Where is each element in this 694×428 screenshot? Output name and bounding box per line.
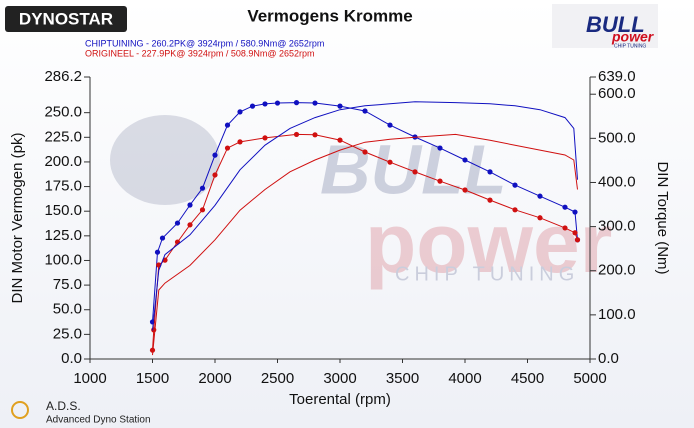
data-point <box>537 215 543 221</box>
data-point <box>199 207 206 213</box>
data-point <box>512 207 518 213</box>
ads-logo <box>11 401 29 419</box>
y2-tick-label: 0.0 <box>598 350 619 367</box>
y-tick-label: 50.0 <box>53 301 82 318</box>
data-point <box>487 197 493 203</box>
x-tick-label: 1000 <box>73 370 106 387</box>
data-point <box>574 237 581 243</box>
data-point <box>187 222 193 228</box>
data-point <box>174 220 181 226</box>
y-tick-label: 225.0 <box>44 128 82 145</box>
data-point <box>224 145 231 151</box>
data-point <box>362 108 368 114</box>
data-point <box>159 235 166 241</box>
series-line <box>152 102 578 322</box>
y2-tick-label: 500.0 <box>598 129 636 146</box>
y-tick-label: 175.0 <box>44 178 82 195</box>
y2-axis-label: DIN Torque (Nm) <box>654 161 671 274</box>
bull-logo-text: BULL <box>586 12 645 37</box>
watermark: BULL power CHIP TUNING <box>110 115 612 290</box>
watermark-bull <box>110 115 220 205</box>
x-tick-label: 2000 <box>198 370 231 387</box>
data-point <box>387 122 393 128</box>
y-tick-label: 150.0 <box>44 202 82 219</box>
watermark-bull-text: BULL <box>320 130 507 208</box>
data-point <box>572 230 578 236</box>
data-point <box>293 100 300 106</box>
data-point <box>487 169 493 175</box>
data-point <box>237 109 243 115</box>
y-tick-label: 200.0 <box>44 153 82 170</box>
legend-entry: ORIGINEEL - 227.9PK@ 3924rpm / 508.9Nm@ … <box>85 48 315 58</box>
data-point <box>512 182 518 188</box>
data-point <box>462 187 468 193</box>
series-line <box>152 101 578 331</box>
y-tick-label: 100.0 <box>44 251 82 268</box>
watermark-chip-text: CHIP TUNING <box>395 263 579 285</box>
y2-tick-label: 200.0 <box>598 262 636 279</box>
data-point <box>337 103 343 109</box>
ads-full-text: Advanced Dyno Station <box>46 415 151 426</box>
dynostar-text: DYNOSTAR <box>19 9 113 28</box>
data-point <box>224 122 231 128</box>
y2-tick-label: 100.0 <box>598 306 636 323</box>
data-point <box>199 185 206 191</box>
data-point <box>462 157 468 163</box>
y2-tick-label: 400.0 <box>598 173 636 190</box>
ads-text: A.D.S. <box>46 399 81 413</box>
data-point <box>337 137 343 143</box>
data-point <box>187 202 193 208</box>
data-point <box>293 131 300 138</box>
legend-entry: CHIPTUINING - 260.2PK@ 3924rpm / 580.9Nm… <box>85 38 324 48</box>
data-point <box>249 103 256 109</box>
series-line <box>152 133 578 356</box>
x-tick-label: 1500 <box>136 370 169 387</box>
y2-tick-label: 639.0 <box>598 68 636 85</box>
y-tick-label: 125.0 <box>44 227 82 244</box>
data-point <box>412 169 418 175</box>
x-tick-label: 4000 <box>448 370 481 387</box>
bull-logo-chip: CHIP TUNING <box>614 43 646 49</box>
data-point <box>274 100 281 106</box>
bull-logo <box>552 4 658 48</box>
data-point <box>262 101 268 107</box>
x-tick-label: 4500 <box>511 370 544 387</box>
data-point <box>437 145 443 151</box>
data-point <box>537 193 543 199</box>
y-tick-label: 75.0 <box>53 276 82 293</box>
y-tick-label: 25.0 <box>53 325 82 342</box>
y2-tick-label: 600.0 <box>598 85 636 102</box>
data-point <box>387 159 393 165</box>
x-tick-label: 3000 <box>323 370 356 387</box>
data-point <box>212 172 218 178</box>
data-point <box>262 135 268 141</box>
y-axis-label: DIN Motor Vermogen (pk) <box>9 133 26 304</box>
x-tick-label: 2500 <box>261 370 294 387</box>
data-point <box>362 149 368 155</box>
x-axis-label: Toerental (rpm) <box>289 391 391 408</box>
data-point <box>312 100 318 106</box>
data-point <box>572 209 578 215</box>
data-point <box>237 139 243 145</box>
y2-tick-label: 300.0 <box>598 218 636 235</box>
data-point <box>154 249 161 255</box>
y-tick-label: 0.0 <box>61 350 82 367</box>
data-point <box>562 225 568 231</box>
chart-title: Vermogens Kromme <box>247 6 412 25</box>
y-tick-label: 286.2 <box>44 68 82 85</box>
data-point <box>212 152 218 158</box>
data-point <box>437 178 443 184</box>
y-tick-label: 250.0 <box>44 104 82 121</box>
dynostar-logo <box>5 6 127 32</box>
data-point <box>312 132 318 138</box>
watermark-power-text: power <box>365 196 612 290</box>
x-tick-label: 5000 <box>573 370 606 387</box>
x-tick-label: 3500 <box>386 370 419 387</box>
bull-logo-power: power <box>611 29 655 45</box>
data-point <box>562 204 568 210</box>
